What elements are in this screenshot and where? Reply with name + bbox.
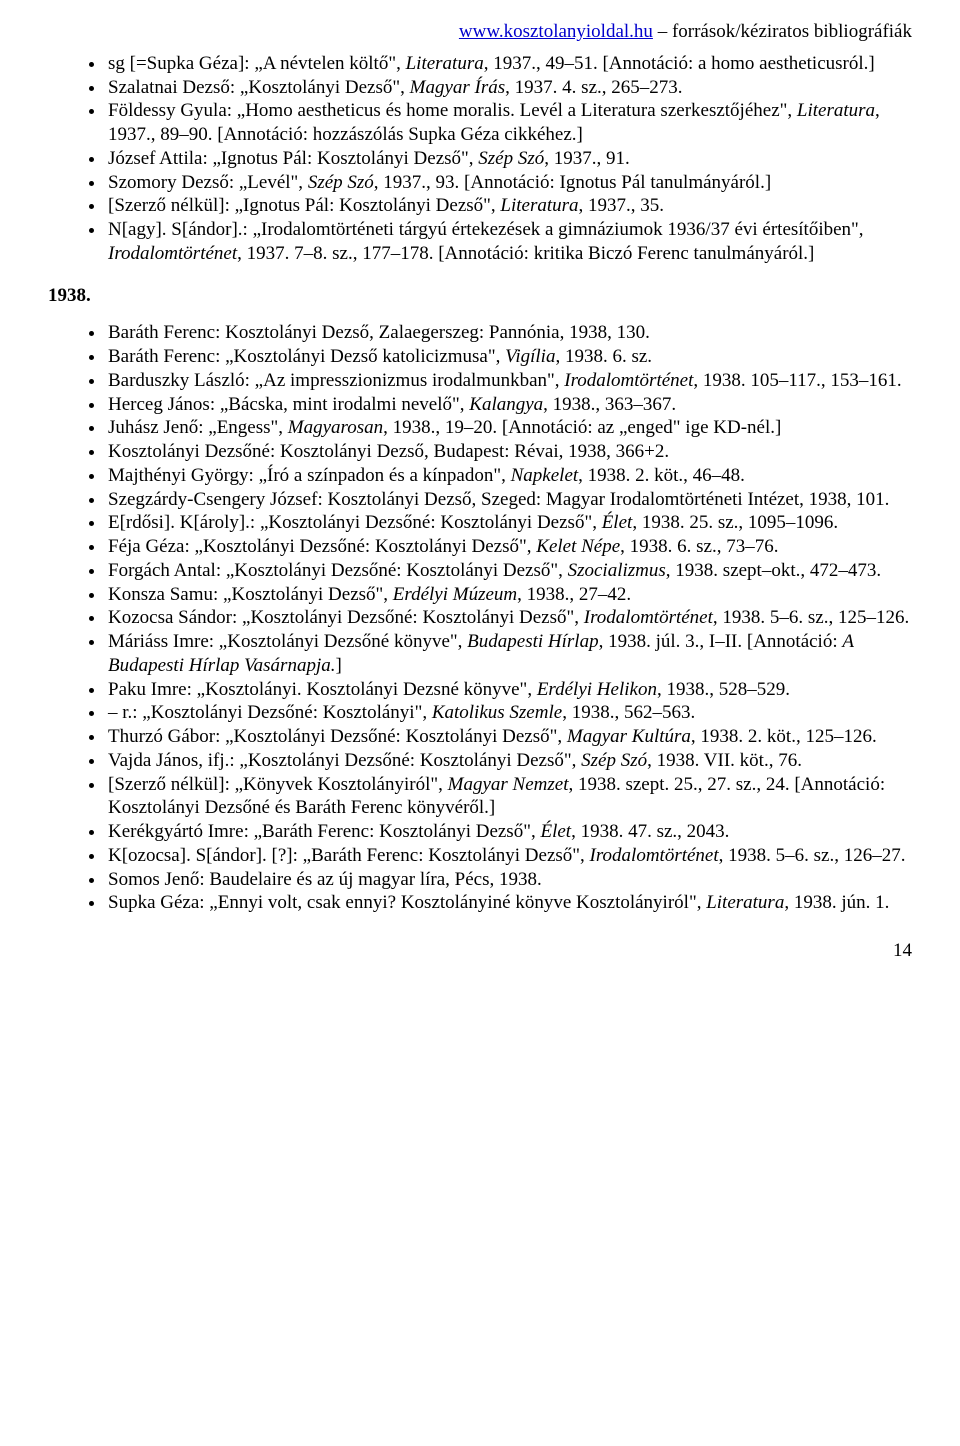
bibliography-entry: Paku Imre: „Kosztolányi. Kosztolányi Dez… bbox=[106, 678, 912, 702]
bibliography-entry: Thurzó Gábor: „Kosztolányi Dezsőné: Kosz… bbox=[106, 725, 912, 749]
bibliography-entry: Supka Géza: „Ennyi volt, csak ennyi? Kos… bbox=[106, 891, 912, 915]
bibliography-entry: Kozocsa Sándor: „Kosztolányi Dezsőné: Ko… bbox=[106, 606, 912, 630]
bibliography-entry: sg [=Supka Géza]: „A névtelen költő", Li… bbox=[106, 52, 912, 76]
year-heading: 1938. bbox=[48, 284, 912, 308]
bibliography-entry: Forgách Antal: „Kosztolányi Dezsőné: Kos… bbox=[106, 559, 912, 583]
bibliography-entry: [Szerző nélkül]: „Könyvek Kosztolányiról… bbox=[106, 773, 912, 821]
bibliography-entry: Baráth Ferenc: Kosztolányi Dezső, Zalaeg… bbox=[106, 321, 912, 345]
bibliography-entry: Kerékgyártó Imre: „Baráth Ferenc: Koszto… bbox=[106, 820, 912, 844]
bibliography-list-1937: sg [=Supka Géza]: „A névtelen költő", Li… bbox=[48, 52, 912, 266]
bibliography-entry: Barduszky László: „Az impresszionizmus i… bbox=[106, 369, 912, 393]
bibliography-entry: Konsza Samu: „Kosztolányi Dezső", Erdély… bbox=[106, 583, 912, 607]
bibliography-entry: – r.: „Kosztolányi Dezsőné: Kosztolányi"… bbox=[106, 701, 912, 725]
bibliography-entry: Juhász Jenő: „Engess", Magyarosan, 1938.… bbox=[106, 416, 912, 440]
bibliography-entry: Somos Jenő: Baudelaire és az új magyar l… bbox=[106, 868, 912, 892]
bibliography-entry: Majthényi György: „Író a színpadon és a … bbox=[106, 464, 912, 488]
bibliography-entry: Földessy Gyula: „Homo aestheticus és hom… bbox=[106, 99, 912, 147]
bibliography-entry: N[agy]. S[ándor].: „Irodalomtörténeti tá… bbox=[106, 218, 912, 266]
bibliography-entry: Kosztolányi Dezsőné: Kosztolányi Dezső, … bbox=[106, 440, 912, 464]
page-number: 14 bbox=[48, 939, 912, 963]
bibliography-entry: Máriáss Imre: „Kosztolányi Dezsőné könyv… bbox=[106, 630, 912, 678]
bibliography-entry: Szalatnai Dezső: „Kosztolányi Dezső", Ma… bbox=[106, 76, 912, 100]
bibliography-entry: Baráth Ferenc: „Kosztolányi Dezső katoli… bbox=[106, 345, 912, 369]
page-header: www.kosztolanyioldal.hu – források/kézir… bbox=[48, 20, 912, 44]
bibliography-entry: Szegzárdy-Csengery József: Kosztolányi D… bbox=[106, 488, 912, 512]
bibliography-list-1938: Baráth Ferenc: Kosztolányi Dezső, Zalaeg… bbox=[48, 321, 912, 915]
bibliography-entry: K[ozocsa]. S[ándor]. [?]: „Baráth Ferenc… bbox=[106, 844, 912, 868]
site-url[interactable]: www.kosztolanyioldal.hu bbox=[459, 21, 653, 42]
bibliography-entry: Szomory Dezső: „Levél", Szép Szó, 1937.,… bbox=[106, 171, 912, 195]
bibliography-entry: E[rdősi]. K[ároly].: „Kosztolányi Dezsőn… bbox=[106, 511, 912, 535]
bibliography-entry: Féja Géza: „Kosztolányi Dezsőné: Kosztol… bbox=[106, 535, 912, 559]
bibliography-entry: [Szerző nélkül]: „Ignotus Pál: Kosztolán… bbox=[106, 194, 912, 218]
header-suffix: – források/kéziratos bibliográfiák bbox=[653, 21, 912, 42]
bibliography-entry: Herceg János: „Bácska, mint irodalmi nev… bbox=[106, 393, 912, 417]
bibliography-entry: Vajda János, ifj.: „Kosztolányi Dezsőné:… bbox=[106, 749, 912, 773]
bibliography-entry: József Attila: „Ignotus Pál: Kosztolányi… bbox=[106, 147, 912, 171]
